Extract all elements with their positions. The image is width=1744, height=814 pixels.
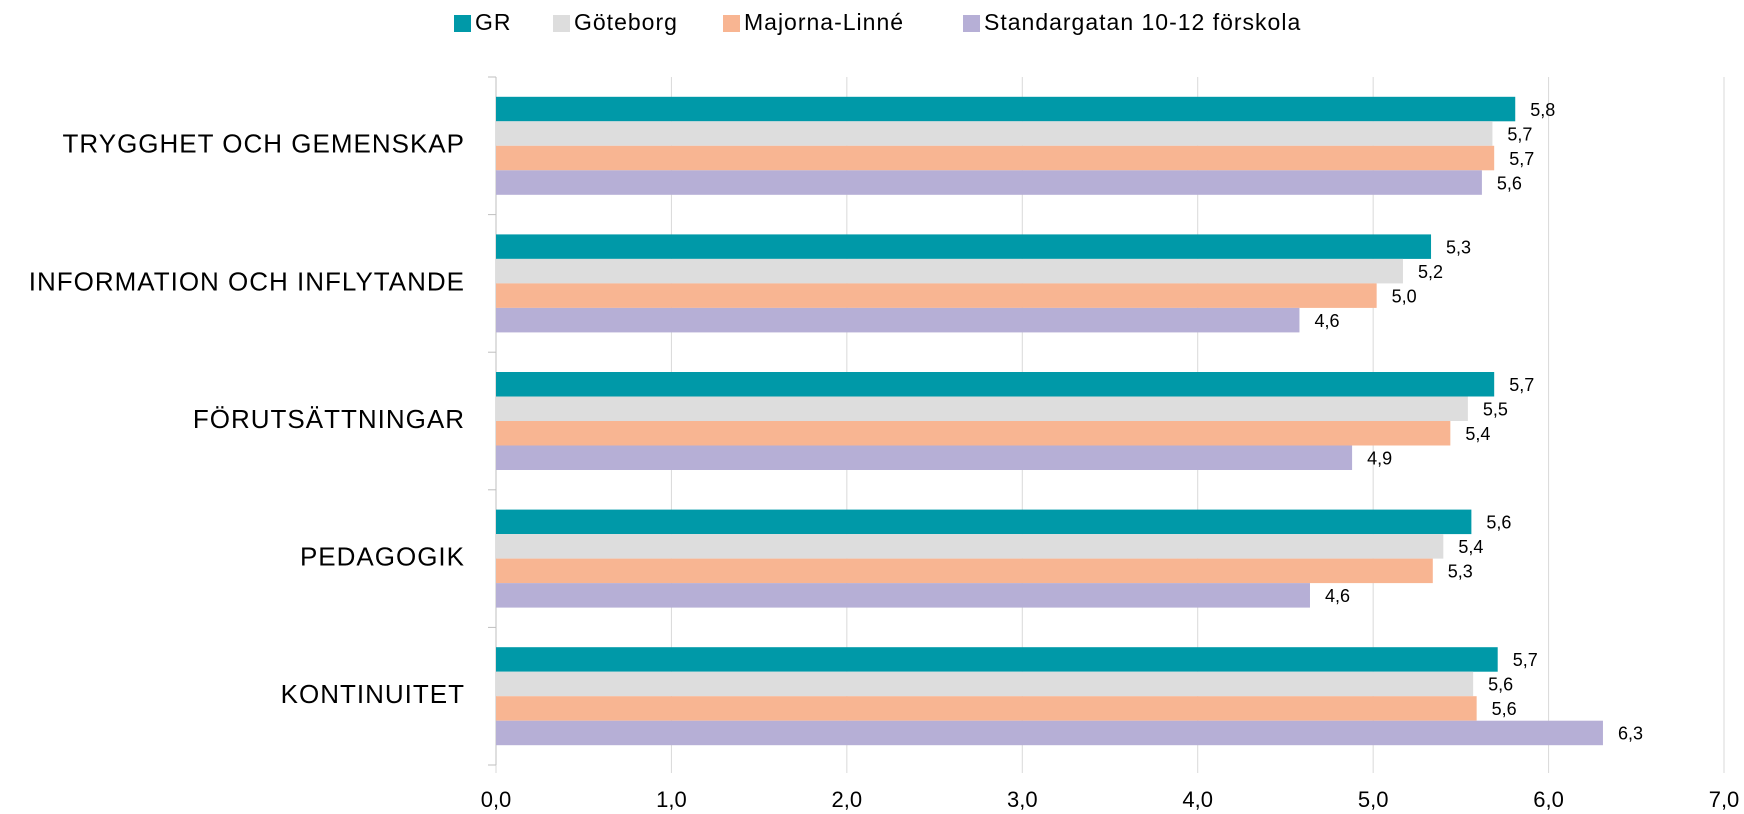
value-label: 5,6 (1488, 675, 1513, 695)
value-label: 4,6 (1314, 311, 1339, 331)
value-label: 5,6 (1492, 699, 1517, 719)
value-label: 5,7 (1509, 375, 1534, 395)
category-label: FÖRUTSÄTTNINGAR (193, 404, 465, 434)
bar (496, 396, 1468, 421)
x-tick-label: 0,0 (481, 787, 512, 812)
bar (496, 696, 1477, 721)
bar (496, 558, 1433, 584)
bar (496, 509, 1472, 535)
bar (496, 421, 1451, 446)
x-tick-label: 5,0 (1358, 787, 1389, 812)
value-label: 5,5 (1483, 400, 1508, 420)
bar (496, 720, 1603, 746)
legend-swatch (963, 15, 980, 32)
bar (496, 234, 1432, 259)
value-label: 5,6 (1497, 173, 1522, 193)
value-label: 5,7 (1513, 650, 1538, 670)
value-label: 4,9 (1367, 449, 1392, 469)
value-label: 5,3 (1448, 562, 1473, 582)
value-label: 5,8 (1530, 100, 1555, 120)
value-label: 5,0 (1392, 286, 1417, 306)
category-label: TRYGGHET OCH GEMENSKAP (63, 129, 465, 159)
x-tick-label: 4,0 (1182, 787, 1213, 812)
bar (496, 534, 1444, 559)
bar (496, 445, 1353, 470)
category-label: INFORMATION OCH INFLYTANDE (29, 266, 465, 296)
legend-label: GR (475, 9, 512, 35)
value-label: 5,3 (1446, 237, 1471, 257)
bar (496, 372, 1495, 397)
category-label: KONTINUITET (281, 679, 465, 709)
value-label: 5,7 (1507, 124, 1532, 144)
legend-swatch (454, 15, 471, 32)
legend-swatch (553, 15, 570, 32)
bar (496, 96, 1516, 122)
value-label: 6,3 (1618, 724, 1643, 744)
bar (496, 283, 1377, 308)
legend-label: Standargatan 10-12 förskola (984, 9, 1301, 35)
bar (496, 258, 1403, 284)
x-tick-label: 1,0 (656, 787, 687, 812)
legend-label: Majorna-Linné (744, 9, 904, 35)
value-label: 5,2 (1418, 262, 1443, 282)
category-label: PEDAGOGIK (300, 541, 465, 571)
bar (496, 145, 1495, 171)
x-tick-label: 3,0 (1007, 787, 1038, 812)
value-label: 5,4 (1465, 424, 1490, 444)
value-label: 5,7 (1509, 149, 1534, 169)
legend-label: Göteborg (574, 9, 678, 35)
value-label: 5,6 (1486, 513, 1511, 533)
x-tick-label: 7,0 (1709, 787, 1740, 812)
bar (496, 307, 1300, 333)
value-label: 4,6 (1325, 586, 1350, 606)
bar (496, 121, 1493, 146)
bar (496, 671, 1474, 697)
x-tick-label: 2,0 (832, 787, 863, 812)
x-tick-label: 6,0 (1533, 787, 1564, 812)
legend-swatch (723, 15, 740, 32)
value-label: 5,4 (1458, 537, 1483, 557)
bar (496, 583, 1310, 608)
bar (496, 170, 1482, 195)
bar (496, 647, 1498, 672)
